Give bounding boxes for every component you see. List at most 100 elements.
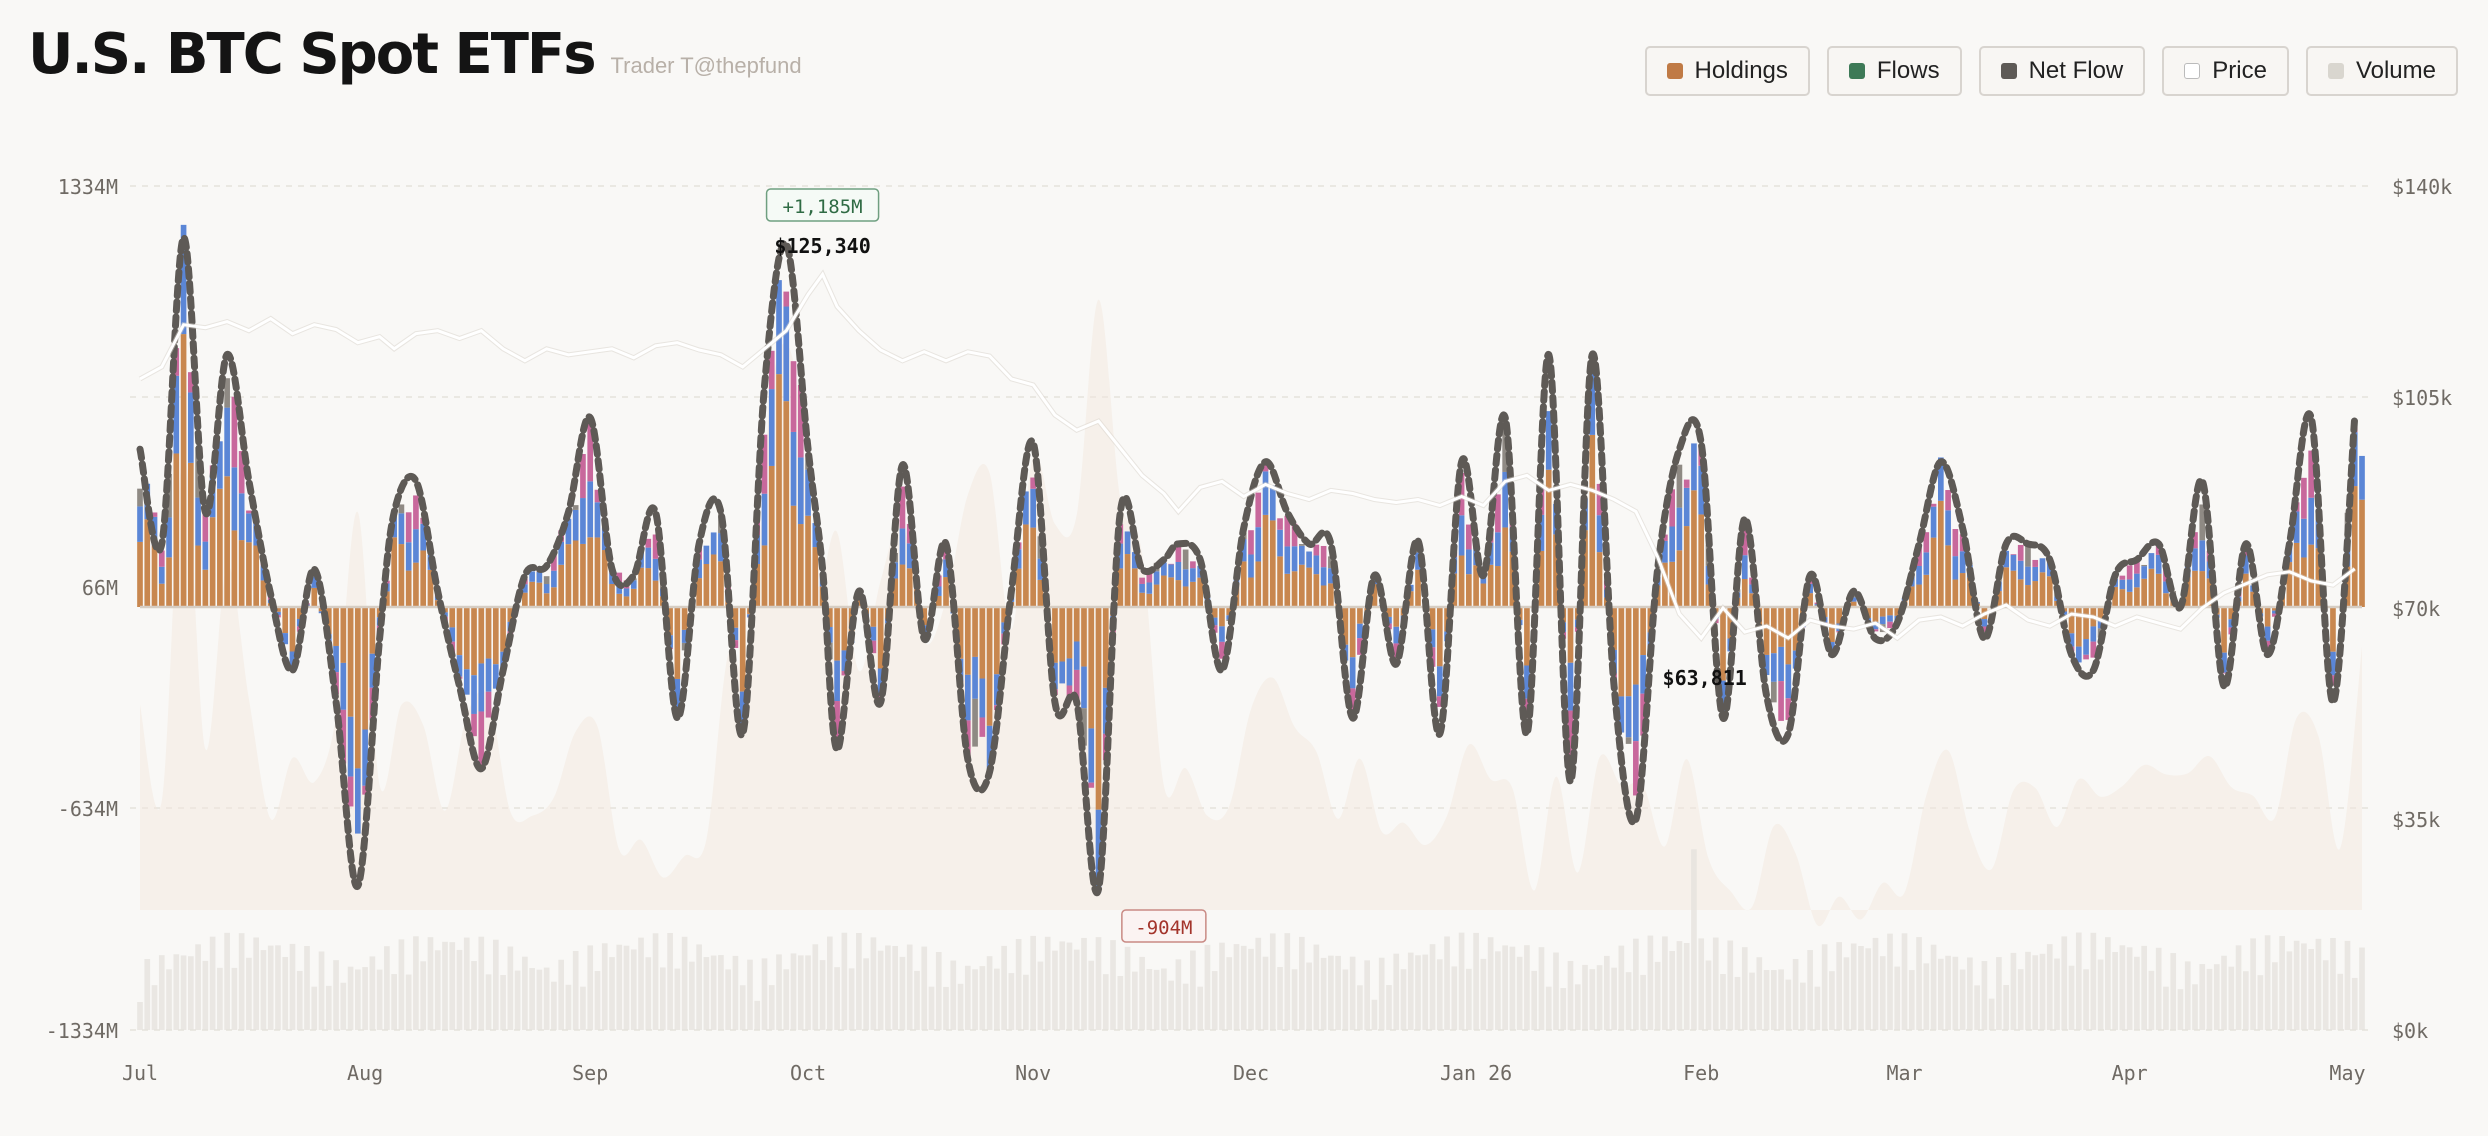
holdings-bar: [1778, 607, 1784, 647]
flow-bar-blue: [1596, 515, 1603, 553]
holdings-bar: [1959, 573, 1966, 607]
volume-bar: [979, 966, 986, 1030]
holdings-bar: [1487, 564, 1494, 607]
holdings-bar: [1495, 566, 1501, 607]
volume-bar: [2068, 965, 2075, 1030]
holdings-bar: [202, 569, 209, 607]
holdings-bar: [2192, 570, 2198, 607]
legend-net-flow-button[interactable]: Net Flow: [1978, 46, 2146, 96]
flow-bar-blue: [1676, 507, 1683, 551]
volume-bar: [2199, 964, 2206, 1030]
flow-bar-pink: [2301, 477, 2307, 519]
volume-bar: [2097, 959, 2104, 1030]
volume-bar: [783, 969, 790, 1030]
volume-bar: [1458, 932, 1465, 1030]
flow-bar-blue: [1131, 552, 1138, 569]
holdings-bar: [536, 582, 543, 607]
holdings-swatch-icon: [1666, 63, 1683, 79]
volume-bar: [1161, 968, 1167, 1030]
flow-bar-blue: [485, 658, 492, 692]
flow-bar-pink: [2090, 641, 2097, 658]
holdings-bar: [137, 541, 143, 607]
holdings-bar: [333, 607, 339, 646]
holdings-bar: [1386, 607, 1392, 617]
volume-bar: [195, 944, 201, 1030]
flow-bar-blue: [282, 633, 289, 645]
holdings-bar: [732, 607, 739, 628]
flow-bar-blue: [1320, 567, 1327, 586]
volume-bar: [2112, 951, 2118, 1030]
volume-bar: [797, 955, 804, 1030]
flow-bar-pink: [979, 717, 986, 737]
legend-volume-button[interactable]: Volume: [2305, 46, 2458, 96]
volume-bar: [2134, 956, 2140, 1030]
volume-bar: [202, 960, 209, 1030]
flow-bar-pink: [1298, 544, 1305, 546]
flow-bar-blue: [1262, 471, 1269, 515]
holdings-bar: [449, 607, 456, 628]
flow-bar-blue: [761, 493, 768, 546]
volume-bar: [500, 975, 506, 1030]
flow-bar-pink: [2119, 575, 2126, 580]
volume-bar: [1923, 963, 1930, 1030]
legend-holdings-button[interactable]: Holdings: [1644, 46, 1810, 96]
volume-bar: [413, 936, 419, 1030]
holdings-bar: [2242, 573, 2249, 607]
volume-bar: [1603, 955, 1610, 1030]
holdings-bar: [892, 578, 899, 607]
flow-bar-blue: [275, 611, 281, 615]
volume-bar: [1255, 937, 1262, 1030]
holdings-bar: [645, 568, 652, 607]
holdings-bar: [1313, 574, 1320, 607]
flow-bar-blue: [1066, 658, 1073, 686]
holdings-bar: [1436, 607, 1443, 667]
flow-bar-pink: [783, 291, 790, 307]
flow-bar-pink: [1073, 669, 1080, 702]
holdings-bar: [957, 607, 964, 659]
volume-bar: [2054, 958, 2060, 1030]
volume-bar: [166, 969, 172, 1030]
net-flow-line: [136, 234, 2359, 897]
flow-bar-pink: [2308, 450, 2315, 498]
holdings-bar: [1407, 591, 1414, 607]
flow-bar-blue: [2039, 558, 2046, 573]
holdings-bar: [972, 607, 978, 657]
flow-bar-blue: [442, 612, 448, 617]
holdings-bar: [1698, 514, 1705, 607]
flow-bar-blue: [841, 650, 848, 671]
volume-bar: [1400, 969, 1407, 1030]
volume-bar: [282, 956, 289, 1030]
holdings-bar: [899, 564, 906, 607]
flow-bar-blue: [1146, 582, 1153, 594]
flow-bar-blue: [935, 586, 942, 596]
holdings-bar: [1059, 607, 1066, 662]
legend-price-button[interactable]: Price: [2162, 46, 2289, 96]
holdings-bar: [2039, 572, 2046, 607]
holdings-bar: [1466, 574, 1472, 607]
legend-flows-button[interactable]: Flows: [1826, 46, 1962, 96]
flow-bar-pink: [478, 711, 485, 768]
flow-bar-blue: [2090, 626, 2097, 642]
volume-bar: [1974, 985, 1980, 1030]
flow-bar-blue: [2025, 566, 2031, 586]
volume-bar: [972, 969, 978, 1030]
volume-bar: [812, 944, 819, 1030]
flow-bar-blue: [1720, 680, 1726, 714]
holdings-bar: [2315, 548, 2322, 607]
flow-bar-blue: [1495, 532, 1501, 567]
flow-bar-blue: [2119, 579, 2126, 590]
holdings-bar: [2075, 607, 2082, 647]
volume-bar: [1705, 960, 1712, 1030]
holdings-bar: [1182, 586, 1189, 607]
flow-bar-blue: [1879, 616, 1886, 625]
volume-bar: [1691, 849, 1697, 1030]
flow-bar-blue: [2163, 581, 2169, 594]
x-tick-label: Feb: [1683, 1061, 1719, 1085]
flow-bar-blue: [1930, 506, 1937, 538]
flow-bar-pink: [1255, 492, 1262, 528]
volume-bar: [2206, 968, 2213, 1030]
volume-bar: [1197, 986, 1204, 1030]
holdings-bar: [1618, 607, 1625, 697]
y-left-tick-label: -634M: [58, 797, 118, 821]
